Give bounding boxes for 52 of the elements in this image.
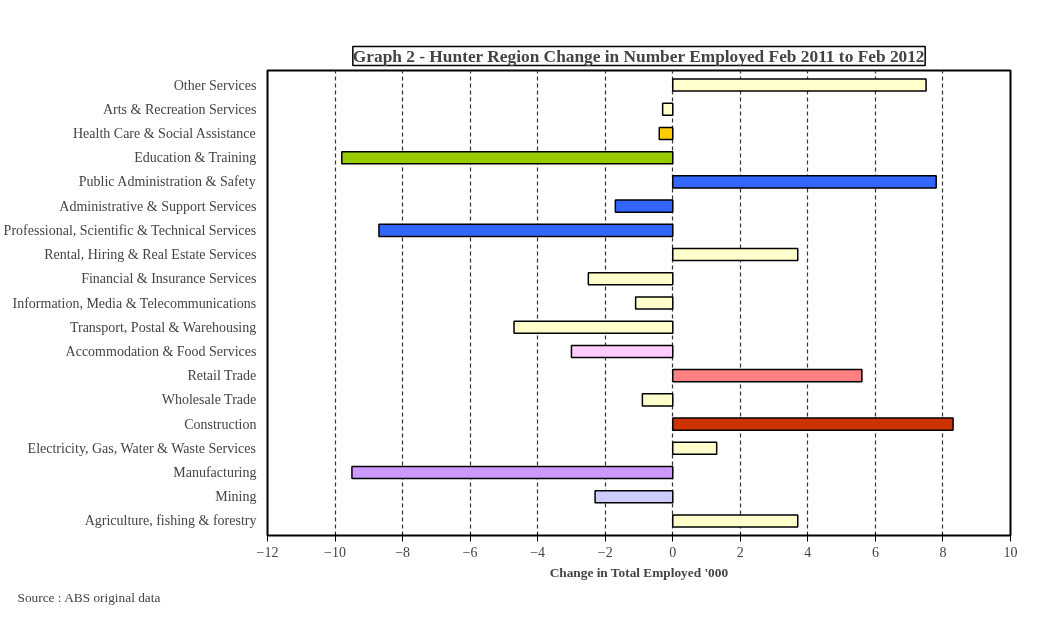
y-tick-label: Arts & Recreation Services bbox=[102, 101, 257, 117]
bar bbox=[351, 465, 674, 480]
x-tick-label: −4 bbox=[530, 544, 546, 560]
y-tick-label: Other Services bbox=[173, 77, 257, 93]
y-tick-label: Financial & Insurance Services bbox=[81, 271, 257, 287]
y-tick-label: Administrative & Support Services bbox=[59, 198, 257, 214]
y-tick-label: Professional, Scientific & Technical Services bbox=[3, 222, 257, 238]
bar bbox=[661, 102, 674, 117]
bar bbox=[634, 296, 674, 310]
y-tick-label: Rental, Hiring & Real Estate Services bbox=[44, 247, 257, 263]
y-tick-label: Transport, Postal & Warehousing bbox=[69, 319, 257, 335]
y-tick-label: Manufacturing bbox=[173, 465, 257, 481]
bar bbox=[587, 271, 674, 286]
y-tick-label: Retail Trade bbox=[187, 368, 257, 384]
y-tick-label: Public Administration & Safety bbox=[78, 174, 256, 190]
bar bbox=[570, 344, 674, 359]
x-tick-label: −2 bbox=[597, 544, 613, 560]
bar bbox=[614, 199, 674, 213]
x-tick-label: 8 bbox=[939, 544, 947, 560]
y-tick-label: Education & Training bbox=[134, 150, 257, 166]
bar bbox=[672, 514, 799, 528]
x-tick-label: −6 bbox=[462, 544, 478, 560]
y-tick-label: Agriculture, fishing & forestry bbox=[84, 513, 257, 529]
bar bbox=[672, 247, 799, 262]
x-tick-label: 0 bbox=[669, 544, 677, 560]
y-tick-label: Electricity, Gas, Water & Waste Services bbox=[27, 440, 257, 456]
bar bbox=[672, 368, 863, 383]
bar bbox=[672, 417, 954, 431]
y-tick-label: Information, Media & Telecommunications bbox=[12, 295, 257, 311]
x-tick-label: 10 bbox=[1003, 544, 1018, 560]
x-tick-label: −10 bbox=[324, 544, 346, 560]
bar bbox=[672, 78, 927, 92]
x-tick-label: 4 bbox=[804, 544, 812, 560]
bar bbox=[658, 126, 674, 141]
source-note: Source : ABS original data bbox=[17, 589, 161, 605]
bar bbox=[594, 489, 674, 504]
bar bbox=[378, 223, 674, 238]
bar bbox=[641, 393, 674, 407]
bar bbox=[672, 175, 937, 189]
y-tick-label: Construction bbox=[184, 416, 257, 432]
x-tick-label: −12 bbox=[256, 544, 279, 560]
bar bbox=[672, 441, 718, 456]
y-tick-label: Accommodation & Food Services bbox=[65, 343, 257, 359]
x-tick-label: −8 bbox=[395, 544, 411, 560]
x-tick-label: 2 bbox=[736, 544, 744, 560]
x-axis-title: Change in Total Employed '000 bbox=[549, 564, 729, 580]
x-tick-label: 6 bbox=[871, 544, 879, 560]
bar bbox=[513, 320, 674, 335]
bar bbox=[341, 150, 674, 165]
y-tick-label: Health Care & Social Assistance bbox=[73, 125, 256, 141]
y-tick-label: Mining bbox=[215, 489, 257, 505]
y-tick-label: Wholesale Trade bbox=[161, 392, 257, 408]
